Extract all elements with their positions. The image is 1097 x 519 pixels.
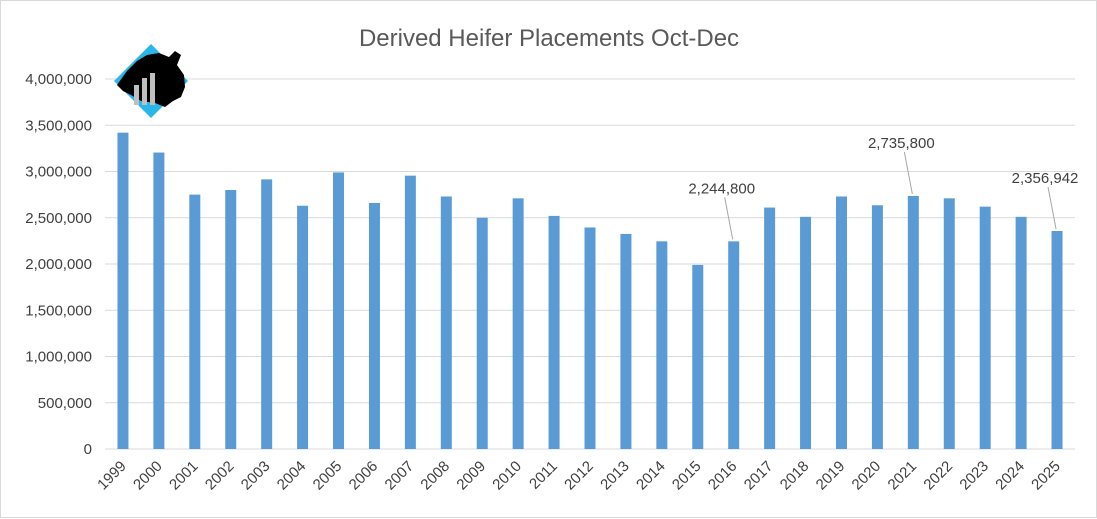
bar (476, 217, 488, 449)
y-tick-label: 3,000,000 (25, 164, 92, 181)
bar (835, 196, 847, 449)
bar (692, 264, 704, 449)
y-tick-label: 2,500,000 (25, 210, 92, 227)
x-tick-label: 2014 (633, 458, 669, 494)
bar (1015, 216, 1027, 449)
x-tick-label: 2022 (920, 458, 956, 494)
x-tick-label: 2011 (526, 458, 561, 493)
x-tick-label: 2017 (741, 458, 777, 494)
bar (907, 195, 919, 449)
y-tick-label: 500,000 (38, 395, 92, 412)
x-tick-label: 2015 (669, 458, 705, 494)
bar (404, 175, 416, 449)
bar (656, 241, 668, 449)
x-tick-label: 2007 (382, 458, 418, 494)
bar (189, 194, 201, 449)
bar (512, 198, 524, 449)
x-tick-label: 2012 (561, 458, 597, 494)
x-tick-label: 2004 (274, 458, 310, 494)
data-label: 2,356,942 (1012, 170, 1079, 187)
x-tick-label: 2020 (849, 458, 885, 494)
bar (764, 207, 776, 449)
bar (368, 202, 380, 449)
x-tick-label: 2003 (238, 458, 274, 494)
x-tick-label: 2001 (166, 458, 202, 494)
bar (297, 205, 309, 449)
cow-logo-icon (114, 44, 188, 118)
x-tick-label: 2006 (346, 458, 382, 494)
x-tick-label: 2019 (813, 458, 849, 494)
bar (225, 190, 237, 449)
y-axis-ticks: 0 500,000 1,000,000 1,500,000 2,000,000 2,500… (25, 71, 92, 458)
data-label-leader (903, 151, 913, 195)
bar (117, 132, 129, 449)
bar (728, 241, 740, 449)
chart-title: Derived Heifer Placements Oct-Dec (359, 25, 739, 52)
y-tick-label: 4,000,000 (25, 71, 92, 88)
data-label-leader (1047, 186, 1057, 230)
x-tick-label: 2000 (130, 458, 166, 494)
data-label-leader (724, 197, 734, 240)
x-tick-label: 2013 (597, 458, 633, 494)
bar (979, 206, 991, 449)
bar (261, 179, 273, 450)
x-tick-label: 2024 (992, 458, 1028, 494)
y-tick-label: 0 (84, 441, 92, 458)
bar (584, 227, 596, 449)
bar (800, 216, 812, 449)
bar (548, 215, 560, 449)
bar (943, 198, 955, 449)
x-tick-label: 2021 (885, 458, 921, 494)
y-tick-label: 2,000,000 (25, 256, 92, 273)
data-label: 2,244,800 (688, 180, 755, 197)
bars (117, 132, 1063, 450)
x-tick-label: 2023 (956, 458, 992, 494)
x-tick-label: 2002 (202, 458, 238, 494)
bar (871, 205, 883, 449)
x-tick-label: 2005 (310, 458, 346, 494)
data-label: 2,735,800 (868, 135, 935, 152)
x-tick-label: 2018 (777, 458, 813, 494)
x-axis-ticks: 1999 2000 2001 2002 2003 2004 2005 2006 2007 2008… (94, 458, 1064, 494)
x-tick-label: 1999 (94, 458, 130, 494)
y-tick-label: 3,500,000 (25, 117, 92, 134)
data-labels: 2,244,800 2,735,800 2,356,942 (688, 135, 1079, 240)
y-tick-label: 1,500,000 (25, 302, 92, 319)
bar (153, 152, 165, 449)
x-tick-label: 2010 (489, 458, 525, 494)
x-tick-label: 2008 (418, 458, 454, 494)
x-tick-label: 2009 (453, 458, 489, 494)
x-tick-label: 2025 (1028, 458, 1064, 494)
y-tick-label: 1,000,000 (25, 349, 92, 366)
bar (1051, 230, 1063, 449)
bar (333, 172, 345, 450)
bar (620, 233, 632, 449)
bar (440, 196, 452, 449)
x-tick-label: 2016 (705, 458, 741, 494)
